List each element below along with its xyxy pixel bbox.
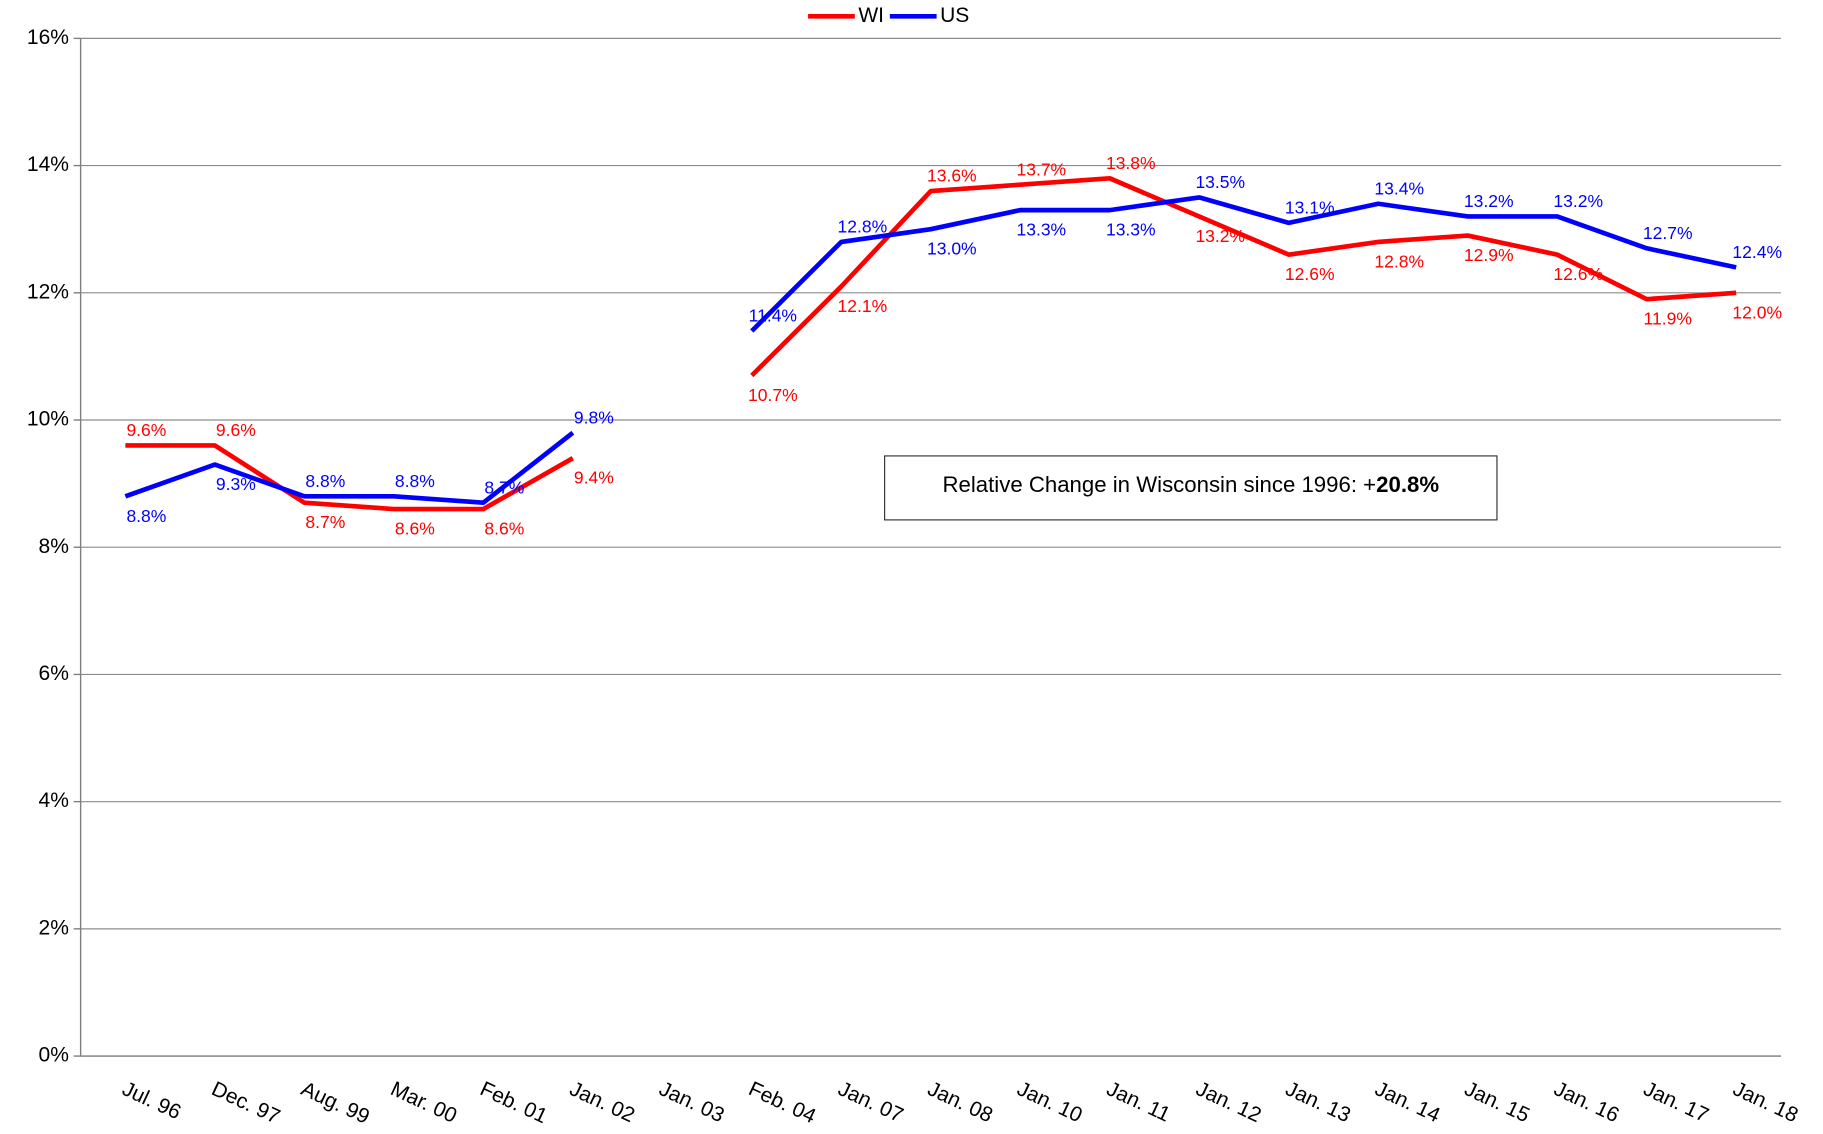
data-label: 12.6% <box>1553 264 1603 284</box>
data-label: 10.7% <box>748 385 798 405</box>
data-label: 9.6% <box>216 420 256 440</box>
data-label: 13.1% <box>1285 198 1335 218</box>
x-tick-label: Feb. 04 <box>745 1077 820 1128</box>
data-label: 8.8% <box>126 506 166 526</box>
x-tick-label: Mar. 00 <box>387 1077 460 1127</box>
data-label: 13.6% <box>927 166 977 186</box>
y-tick-label: 8% <box>39 535 69 558</box>
data-label: 12.4% <box>1732 242 1782 262</box>
y-tick-label: 2% <box>39 916 69 939</box>
x-tick-label: Jan. 17 <box>1640 1077 1712 1127</box>
data-label: 13.3% <box>1106 220 1156 240</box>
x-tick-label: Dec. 97 <box>208 1077 283 1128</box>
data-label: 13.7% <box>1016 159 1066 179</box>
y-tick-label: 6% <box>39 662 69 685</box>
data-label: 12.7% <box>1643 223 1693 243</box>
data-label: 13.5% <box>1195 172 1245 192</box>
x-tick-label: Jan. 16 <box>1550 1077 1622 1127</box>
y-tick-label: 4% <box>39 789 69 812</box>
x-tick-label: Jan. 15 <box>1461 1077 1533 1127</box>
x-tick-label: Feb. 01 <box>477 1077 551 1128</box>
data-label: 9.4% <box>574 468 614 488</box>
annotation-text: Relative Change in Wisconsin since 1996:… <box>943 472 1377 497</box>
data-label: 12.6% <box>1285 264 1335 284</box>
data-label: 13.8% <box>1106 153 1156 173</box>
data-label: 13.0% <box>927 239 977 259</box>
data-label: 13.2% <box>1195 226 1245 246</box>
x-tick-label: Jul. 96 <box>119 1077 185 1124</box>
data-label: 8.6% <box>395 519 435 539</box>
data-label: 9.6% <box>126 420 166 440</box>
data-label: 9.3% <box>216 474 256 494</box>
x-tick-label: Jan. 02 <box>566 1077 638 1127</box>
x-tick-label: Jan. 07 <box>834 1077 906 1127</box>
x-tick-label: Jan. 14 <box>1371 1077 1444 1127</box>
data-label: 8.6% <box>484 519 524 539</box>
x-tick-label: Jan. 08 <box>924 1077 996 1127</box>
data-label: 8.8% <box>395 471 435 491</box>
y-tick-label: 14% <box>27 153 69 176</box>
series-line <box>125 175 1737 512</box>
annotation-box <box>884 455 1498 521</box>
legend-label: WI <box>858 4 884 27</box>
annotation-bold: 20.8% <box>1376 472 1439 497</box>
x-tick-label: Jan. 12 <box>1192 1077 1264 1127</box>
data-label: 11.4% <box>749 306 797 326</box>
series-line <box>124 195 1737 506</box>
y-tick-label: 16% <box>27 26 69 49</box>
data-label: 12.0% <box>1732 302 1782 322</box>
data-label: 13.2% <box>1553 191 1603 211</box>
data-label: 8.7% <box>305 512 345 532</box>
data-label: 12.8% <box>837 217 887 237</box>
data-label: 11.9% <box>1644 309 1692 329</box>
data-label: 9.8% <box>574 407 614 427</box>
x-tick-label: Jan. 13 <box>1282 1077 1354 1127</box>
data-label: 12.8% <box>1374 252 1424 272</box>
data-label: 13.2% <box>1464 191 1514 211</box>
x-tick-label: Jan. 10 <box>1013 1077 1085 1127</box>
data-label: 12.9% <box>1464 245 1514 265</box>
y-tick-label: 12% <box>27 280 69 303</box>
data-label: 13.3% <box>1016 220 1066 240</box>
data-label: 8.7% <box>484 477 524 497</box>
annotation: Relative Change in Wisconsin since 1996:… <box>943 472 1440 497</box>
data-label: 8.8% <box>305 471 345 491</box>
y-tick-label: 10% <box>27 408 69 431</box>
y-tick-label: 0% <box>39 1044 69 1067</box>
x-tick-label: Jan. 03 <box>656 1077 728 1127</box>
x-tick-label: Jan. 11 <box>1103 1077 1174 1126</box>
x-tick-label: Aug. 99 <box>298 1077 373 1128</box>
x-tick-label: Jan. 18 <box>1729 1077 1801 1127</box>
legend-label: US <box>940 4 969 27</box>
data-label: 13.4% <box>1374 178 1424 198</box>
data-label: 12.1% <box>837 296 887 316</box>
